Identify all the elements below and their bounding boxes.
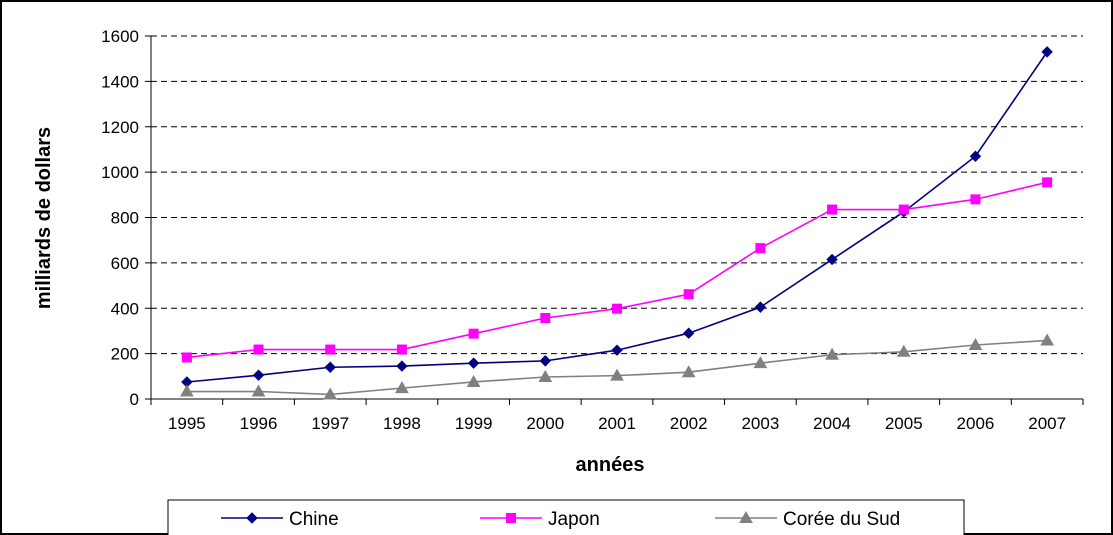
data-point-chine (611, 344, 623, 356)
y-tick-label: 200 (111, 345, 139, 364)
data-point-coree-du-sud (179, 384, 194, 397)
x-tick-label: 2000 (526, 414, 564, 433)
x-tick-label: 2006 (957, 414, 995, 433)
y-tick-labels: 0 200 400 600 800 1000 1200 1400 1600 (101, 27, 151, 409)
y-tick-label: 400 (111, 299, 139, 318)
legend-swatch-marker (246, 512, 258, 524)
data-point-coree-du-sud (896, 344, 911, 357)
x-tick-label: 1998 (383, 414, 421, 433)
data-point-japon (612, 303, 622, 314)
legend-swatch-marker (739, 510, 753, 523)
data-point-japon (827, 204, 838, 215)
data-point-coree-du-sud (538, 369, 553, 382)
x-tick-labels: 1995 1996 1997 1998 1999 2000 2001 2002 2003 2004… (150, 399, 1084, 433)
legend-box (167, 499, 965, 535)
x-tick-label: 2004 (813, 414, 851, 433)
data-point-coree-du-sud (395, 381, 409, 394)
legend-item-japon: Japon (480, 509, 600, 530)
data-point-coree-du-sud (323, 387, 338, 400)
data-point-chine (969, 150, 982, 162)
data-point-coree-du-sud (681, 365, 696, 378)
data-point-chine (252, 369, 265, 381)
data-point-japon (970, 194, 981, 205)
data-point-chine (682, 327, 695, 339)
data-point-chine (826, 253, 838, 266)
data-point-japon (898, 204, 909, 215)
data-point-coree-du-sud (753, 356, 768, 369)
y-tick-label: 1000 (101, 163, 139, 182)
data-point-chine (539, 355, 552, 367)
data-point-coree-du-sud (825, 347, 839, 360)
data-point-chine (754, 301, 767, 313)
data-point-coree-du-sud (610, 368, 624, 381)
x-tick-label: 2001 (598, 414, 636, 433)
y-tick-label: 800 (111, 209, 139, 228)
data-point-coree-du-sud (466, 374, 481, 387)
data-point-chine (1041, 46, 1053, 58)
series-japon (181, 177, 1053, 363)
x-tick-label: 1999 (455, 414, 493, 433)
data-point-chine (467, 357, 480, 369)
legend: Chine Japon Corée du Sud (167, 499, 965, 535)
y-tick-label: 0 (130, 390, 139, 409)
data-point-japon (468, 328, 479, 339)
legend-swatch-marker (506, 513, 516, 523)
data-point-chine (324, 361, 336, 373)
data-point-japon (253, 344, 264, 355)
data-point-japon (755, 243, 766, 254)
x-tick-label: 1995 (168, 414, 206, 433)
data-point-japon (325, 344, 336, 355)
y-axis-title: milliards de dollars (33, 127, 55, 309)
data-point-coree-du-sud (1040, 333, 1055, 346)
x-tick-label: 2005 (885, 414, 923, 433)
x-tick-label: 2002 (670, 414, 708, 433)
legend-item-coree-du-sud: Corée du Sud (715, 509, 900, 530)
y-tick-label: 600 (111, 254, 139, 273)
data-point-japon (396, 344, 407, 355)
x-axis-title: années (576, 454, 645, 476)
x-tick-label: 1997 (311, 414, 349, 433)
y-tick-label: 1600 (101, 27, 139, 46)
data-point-japon (683, 289, 694, 300)
legend-label: Corée du Sud (783, 509, 900, 530)
x-tick-label: 2003 (741, 414, 779, 433)
y-tick-label: 1400 (101, 72, 139, 91)
data-point-coree-du-sud (251, 384, 266, 397)
x-tick-label: 1996 (240, 414, 278, 433)
series-coree-du-sud (179, 333, 1055, 400)
legend-item-chine: Chine (221, 509, 339, 530)
legend-label: Japon (548, 509, 600, 530)
series-layer (179, 46, 1055, 400)
legend-label: Chine (289, 509, 339, 530)
x-tick-label: 2007 (1028, 414, 1066, 433)
data-point-coree-du-sud (968, 337, 983, 351)
data-point-japon (1042, 177, 1053, 188)
data-point-japon (181, 352, 192, 363)
data-point-japon (540, 313, 551, 324)
y-tick-label: 1200 (101, 118, 139, 137)
data-point-chine (396, 360, 408, 372)
